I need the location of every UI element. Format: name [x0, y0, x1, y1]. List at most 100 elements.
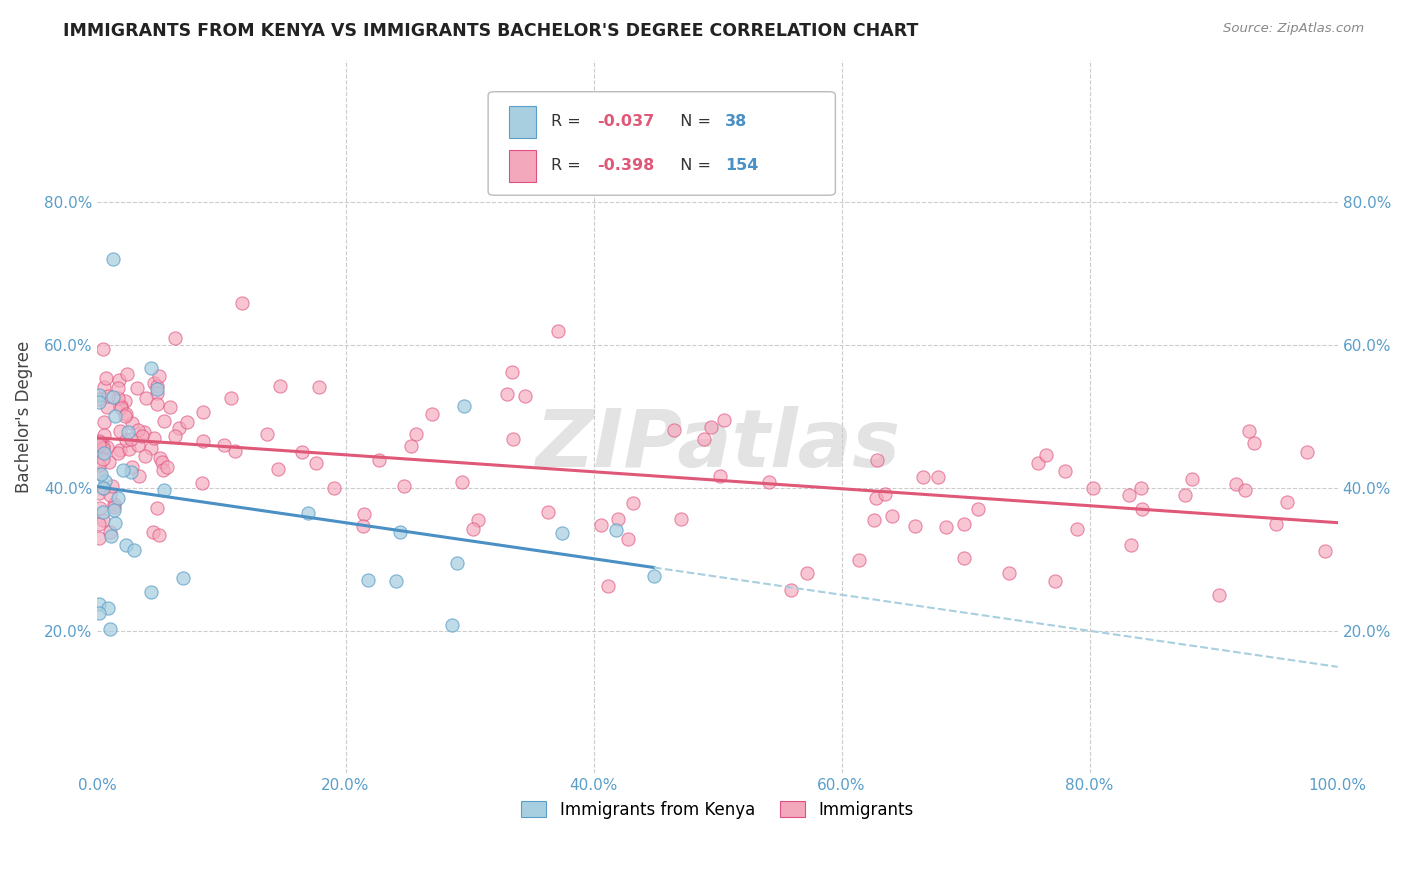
Text: 154: 154	[725, 159, 758, 173]
Point	[267, 462, 290, 476]
Point	[863, 513, 886, 527]
Point	[159, 400, 181, 414]
Point	[145, 501, 167, 516]
Point	[110, 401, 132, 415]
Point	[134, 425, 156, 439]
Point	[621, 496, 644, 510]
Point	[537, 505, 560, 519]
Point	[107, 381, 129, 395]
Point	[167, 420, 190, 434]
Point	[882, 508, 904, 523]
Point	[953, 516, 976, 531]
Point	[89, 388, 111, 402]
Point	[502, 433, 524, 447]
Point	[156, 459, 179, 474]
Point	[796, 566, 818, 580]
Point	[87, 485, 110, 500]
Point	[1174, 488, 1197, 502]
Text: Source: ZipAtlas.com: Source: ZipAtlas.com	[1223, 22, 1364, 36]
Point	[662, 423, 685, 437]
Point	[904, 519, 927, 533]
Point	[100, 529, 122, 543]
Point	[617, 533, 640, 547]
Point	[131, 428, 153, 442]
Point	[911, 470, 934, 484]
Text: -0.037: -0.037	[598, 114, 655, 129]
Point	[110, 443, 132, 458]
Point	[607, 512, 630, 526]
Point	[231, 295, 253, 310]
Text: N =: N =	[671, 114, 717, 129]
Point	[98, 524, 121, 539]
Point	[104, 409, 127, 423]
Point	[224, 444, 246, 458]
Point	[90, 467, 112, 481]
Point	[107, 491, 129, 505]
Point	[153, 483, 176, 497]
Point	[875, 486, 897, 500]
Point	[591, 518, 613, 533]
Point	[308, 380, 330, 394]
Point	[143, 432, 166, 446]
Point	[103, 503, 125, 517]
Point	[1225, 477, 1247, 491]
Point	[256, 427, 278, 442]
Point	[1233, 483, 1256, 498]
Point	[127, 381, 149, 395]
Point	[120, 432, 142, 446]
Point	[89, 500, 111, 515]
Point	[148, 528, 170, 542]
Point	[190, 476, 212, 491]
Point	[87, 434, 110, 449]
Point	[94, 474, 117, 488]
Point	[108, 425, 131, 439]
Point	[93, 441, 115, 455]
Point	[127, 438, 149, 452]
Point	[848, 553, 870, 567]
Point	[165, 429, 187, 443]
Point	[467, 513, 489, 527]
Point	[1054, 464, 1077, 478]
Point	[193, 434, 215, 448]
Point	[97, 389, 120, 403]
Point	[142, 376, 165, 390]
Text: ZIPatlas: ZIPatlas	[536, 406, 900, 484]
Point	[1119, 538, 1142, 552]
Point	[323, 481, 346, 495]
Point	[865, 491, 887, 505]
Point	[501, 366, 523, 380]
Point	[1208, 588, 1230, 602]
Point	[111, 463, 134, 477]
Point	[1035, 448, 1057, 462]
Point	[146, 378, 169, 392]
Point	[927, 470, 949, 484]
Text: -0.398: -0.398	[598, 159, 655, 173]
Point	[101, 390, 124, 404]
Point	[107, 446, 129, 460]
Point	[148, 368, 170, 383]
Point	[89, 443, 111, 458]
Point	[191, 404, 214, 418]
Point	[388, 524, 411, 539]
FancyBboxPatch shape	[509, 105, 537, 137]
Point	[357, 573, 380, 587]
Point	[967, 502, 990, 516]
Point	[93, 380, 115, 394]
Point	[269, 379, 291, 393]
Point	[97, 600, 120, 615]
Point	[87, 392, 110, 406]
Point	[122, 543, 145, 558]
Point	[598, 579, 620, 593]
Point	[89, 437, 111, 451]
Point	[115, 367, 138, 381]
Point	[405, 427, 427, 442]
Point	[693, 432, 716, 446]
Point	[353, 507, 375, 521]
Point	[176, 415, 198, 429]
Point	[758, 475, 780, 489]
Y-axis label: Bachelor's Degree: Bachelor's Degree	[15, 341, 32, 492]
Point	[146, 397, 169, 411]
Point	[114, 394, 136, 409]
Point	[120, 465, 142, 479]
Point	[149, 450, 172, 465]
